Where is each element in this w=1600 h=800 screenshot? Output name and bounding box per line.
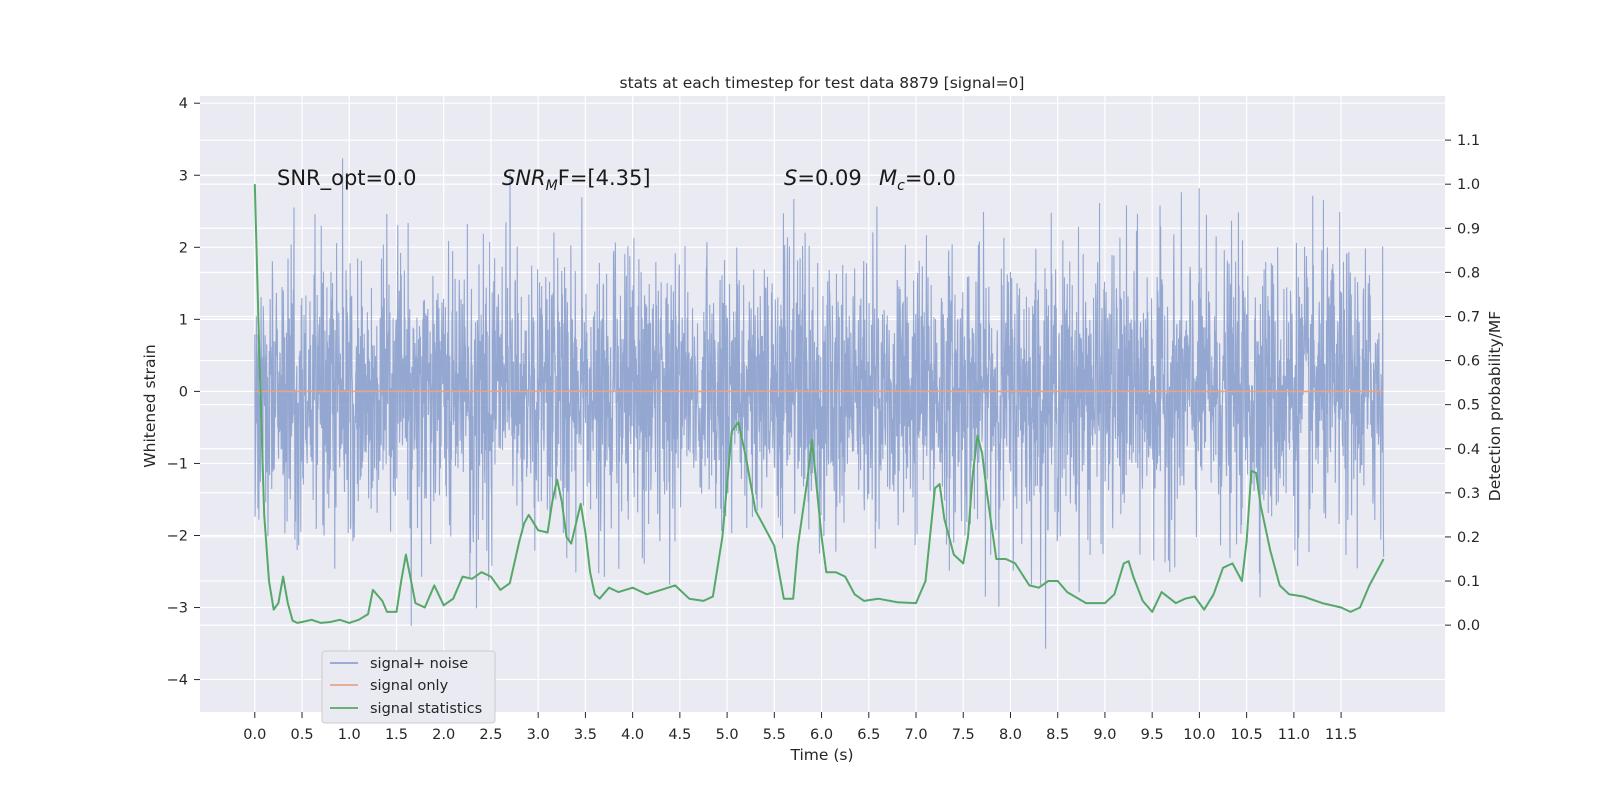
annotation-s-main: S <box>784 166 797 190</box>
series-line-signal-statistics <box>253 184 1385 624</box>
x-tick-label: 6.0 <box>810 727 833 743</box>
tick-labels: 0.0 0.5 1.0 1.5 2.0 2.5 3.0 3.5 4.0 4.5 5.0 5.5 6.0 6… <box>167 96 1480 743</box>
annotation-snr-opt: SNR_opt=0.0 <box>277 166 417 191</box>
annotation-mc-main: M <box>879 166 897 190</box>
y-right-tick-label: 0.5 <box>1457 398 1480 414</box>
lines <box>253 184 1385 624</box>
y-left-tick-label: −4 <box>167 673 188 689</box>
x-tick-label: 9.0 <box>1093 727 1116 743</box>
y-right-tick-label: 0.4 <box>1457 442 1480 458</box>
annotation-snr-mf-rest: F=[4.35] <box>558 166 651 190</box>
y-right-tick-label: 1.1 <box>1457 133 1480 149</box>
x-tick-label: 5.5 <box>763 727 786 743</box>
y-axis-label-right: Detection probability/MF <box>1486 311 1504 502</box>
y-left-tick-label: 1 <box>179 312 188 328</box>
y-axis-label-left: Whitened strain <box>141 344 159 467</box>
x-tick-label: 11.0 <box>1278 727 1310 743</box>
y-right-tick-label: 0.1 <box>1457 574 1480 590</box>
y-left-tick-label: −3 <box>167 601 188 617</box>
series-line-signal-noise <box>254 158 1385 649</box>
x-tick-label: 0.0 <box>243 727 266 743</box>
annotation-mc-rest: =0.0 <box>905 166 956 190</box>
x-tick-label: 10.5 <box>1230 727 1262 743</box>
x-tick-label: 0.5 <box>290 727 313 743</box>
x-tick-label: 2.0 <box>432 727 455 743</box>
x-tick-label: 11.5 <box>1325 727 1357 743</box>
y-right-tick-label: 1.0 <box>1457 177 1480 193</box>
legend: signal+ noise signal only signal statist… <box>321 650 496 724</box>
series-signal-noise <box>254 158 1385 649</box>
x-tick-label: 2.5 <box>479 727 502 743</box>
annotation-snr-mf: SNRMF=[4.35] <box>502 166 651 194</box>
legend-box <box>321 650 496 724</box>
x-tick-label: 5.0 <box>716 727 739 743</box>
y-right-tick-label: 0.9 <box>1457 221 1480 237</box>
x-tick-label: 8.0 <box>999 727 1022 743</box>
y-right-tick-label: 0.8 <box>1457 265 1480 281</box>
legend-label-signal-statistics: signal statistics <box>370 701 482 717</box>
x-tick-label: 6.5 <box>857 727 880 743</box>
x-tick-label: 7.0 <box>904 727 927 743</box>
annotation-mc: Mc=0.0 <box>879 166 956 194</box>
chart-title: stats at each timestep for test data 887… <box>620 74 1025 92</box>
x-axis-label: Time (s) <box>789 746 853 764</box>
x-tick-label: 3.5 <box>574 727 597 743</box>
y-right-tick-label: 0.0 <box>1457 618 1480 634</box>
annotation-snr-mf-sub: M <box>546 178 558 194</box>
x-tick-label: 1.5 <box>385 727 408 743</box>
y-left-tick-label: 2 <box>179 240 188 256</box>
legend-label-signal-only: signal only <box>370 678 449 694</box>
x-tick-label: 7.5 <box>952 727 975 743</box>
annotation-mc-sub: c <box>897 178 905 194</box>
y-right-tick-label: 0.6 <box>1457 354 1480 370</box>
x-tick-label: 4.5 <box>668 727 691 743</box>
x-tick-label: 1.0 <box>338 727 361 743</box>
legend-label-signal-noise: signal+ noise <box>370 656 468 672</box>
y-right-tick-label: 0.7 <box>1457 309 1480 325</box>
y-left-tick-label: −2 <box>167 528 188 544</box>
x-tick-label: 8.5 <box>1046 727 1069 743</box>
y-left-tick-label: −1 <box>167 456 188 472</box>
x-tick-label: 9.5 <box>1141 727 1164 743</box>
y-right-tick-label: 0.2 <box>1457 530 1480 546</box>
annotation-s-rest: =0.09 <box>797 166 861 190</box>
x-tick-label: 4.0 <box>621 727 644 743</box>
x-tick-label: 3.0 <box>527 727 550 743</box>
annotation-snr-mf-main: SNR <box>502 166 546 190</box>
y-left-tick-label: 3 <box>179 168 188 184</box>
y-right-tick-label: 0.3 <box>1457 486 1480 502</box>
y-left-tick-label: 0 <box>179 384 188 400</box>
y-left-tick-label: 4 <box>179 96 188 112</box>
x-tick-label: 10.0 <box>1183 727 1215 743</box>
annotation-s: S=0.09 <box>784 166 862 190</box>
